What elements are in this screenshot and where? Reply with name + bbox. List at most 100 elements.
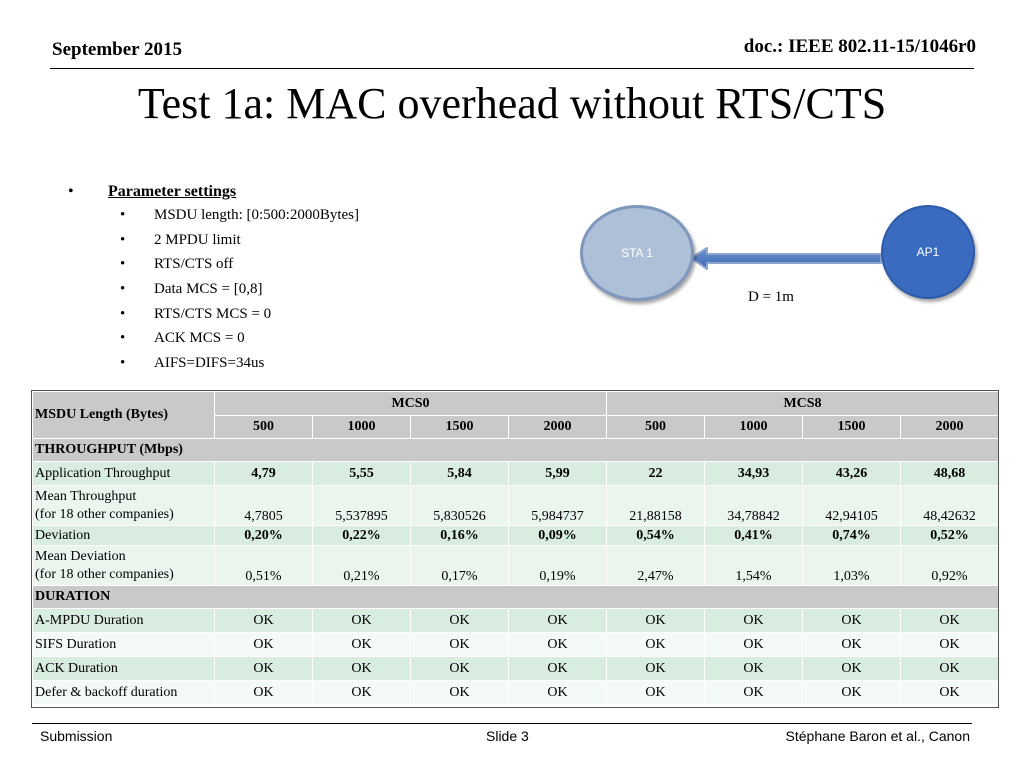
table-cell: 0,17%: [410, 545, 509, 586]
table-cell: OK: [606, 632, 705, 657]
table-cell: 0,54%: [606, 525, 705, 546]
ap-node: AP1: [881, 205, 975, 299]
length-header-cell: 500: [214, 415, 313, 439]
table-cell: 0,09%: [508, 525, 607, 546]
table-cell: OK: [508, 632, 607, 657]
sub-bullet-dot: •: [120, 256, 126, 273]
table-cell: 5,984737: [508, 485, 607, 526]
table-cell: 22: [606, 461, 705, 486]
bullet-item-text: MSDU length: [0:500:2000Bytes]: [154, 207, 359, 223]
table-cell: 42,94105: [802, 485, 901, 526]
footer-slide-number: Slide 3: [486, 728, 529, 744]
table-cell: OK: [214, 680, 313, 705]
table-cell: OK: [802, 656, 901, 681]
table-cell: OK: [704, 656, 803, 681]
mcs0-header: MCS0: [214, 391, 607, 416]
table-cell: OK: [312, 680, 411, 705]
duration-section-label: DURATION: [32, 585, 999, 609]
row-label: Mean Throughput (for 18 other companies): [32, 485, 215, 526]
header-doc-id: doc.: IEEE 802.11-15/1046r0: [743, 36, 976, 57]
sub-bullet-dot: •: [120, 281, 126, 298]
table-cell: 5,84: [410, 461, 509, 486]
sub-bullet-dot: •: [120, 207, 126, 223]
table-cell: OK: [508, 656, 607, 681]
bullet-item: • ACK MCS = 0: [68, 330, 359, 355]
table-cell: 5,55: [312, 461, 411, 486]
sta-node: STA 1: [580, 205, 694, 301]
slide-title: Test 1a: MAC overhead without RTS/CTS: [137, 79, 887, 128]
row-label-line: (for 18 other companies): [35, 506, 174, 522]
row-label: SIFS Duration: [32, 632, 215, 657]
row-label: Mean Deviation (for 18 other companies): [32, 545, 215, 586]
table-row-sifs-duration: SIFS Duration OK OK OK OK OK OK OK OK: [32, 632, 999, 657]
header-date: September 2015: [52, 39, 182, 60]
table-cell: 0,51%: [214, 545, 313, 586]
table-row-deviation: Deviation 0,20% 0,22% 0,16% 0,09% 0,54% …: [32, 525, 999, 546]
table-cell: OK: [214, 608, 313, 633]
table-row-mean-deviation: Mean Deviation (for 18 other companies) …: [32, 545, 999, 586]
sub-bullet-dot: •: [120, 355, 126, 372]
table-cell: OK: [900, 656, 999, 681]
table-cell: 1,03%: [802, 545, 901, 586]
msdu-length-header: MSDU Length (Bytes): [32, 391, 215, 439]
table-cell: OK: [312, 608, 411, 633]
table-cell: OK: [802, 680, 901, 705]
row-label-line: (for 18 other companies): [35, 566, 174, 582]
table-cell: 21,88158: [606, 485, 705, 526]
row-label: Application Throughput: [32, 461, 215, 486]
table-cell: OK: [900, 680, 999, 705]
row-label-line: Mean Throughput: [35, 488, 137, 504]
row-label: Defer & backoff duration: [32, 680, 215, 705]
bullet-item: • Data MCS = [0,8]: [68, 281, 359, 306]
table-cell: OK: [508, 680, 607, 705]
ap-label: AP1: [916, 245, 940, 259]
table-row-application-throughput: Application Throughput 4,79 5,55 5,84 5,…: [32, 461, 999, 486]
table-cell: OK: [606, 656, 705, 681]
bullet-item-text: Data MCS = [0,8]: [154, 281, 263, 298]
table-cell: 0,92%: [900, 545, 999, 586]
parameter-bullets: • Parameter settings • MSDU length: [0:50…: [68, 183, 359, 380]
table-cell: OK: [410, 656, 509, 681]
bullet-item: • RTS/CTS MCS = 0: [68, 306, 359, 331]
table-cell: OK: [802, 632, 901, 657]
length-header-cell: 1500: [410, 415, 509, 439]
length-header-cell: 1500: [802, 415, 901, 439]
table-cell: 5,537895: [312, 485, 411, 526]
table-row-ampdu-duration: A-MPDU Duration OK OK OK OK OK OK OK OK: [32, 608, 999, 633]
bullet-item-text: RTS/CTS MCS = 0: [154, 305, 272, 322]
row-label: ACK Duration: [32, 656, 215, 681]
length-header-cell: 2000: [508, 415, 607, 439]
table-cell: OK: [900, 608, 999, 633]
table-cell: 0,20%: [214, 525, 313, 546]
table-cell: 34,78842: [704, 485, 803, 526]
table-cell: 5,830526: [410, 485, 509, 526]
table-cell: OK: [312, 632, 411, 657]
row-label: A-MPDU Duration: [32, 608, 215, 633]
length-header-cell: 1000: [704, 415, 803, 439]
table-cell: OK: [900, 632, 999, 657]
table-cell: OK: [606, 680, 705, 705]
table-cell: 43,26: [802, 461, 901, 486]
bullet-item-text: RTS/CTS off: [154, 256, 234, 273]
table-cell: 0,74%: [802, 525, 901, 546]
table-cell: OK: [410, 680, 509, 705]
table-cell: OK: [704, 632, 803, 657]
bullet-item-text: ACK MCS = 0: [154, 330, 245, 347]
section-row-duration: DURATION: [32, 585, 999, 609]
header-divider: [50, 68, 974, 69]
results-table: MSDU Length (Bytes) MCS0 MCS8 500 1000 1…: [32, 391, 999, 705]
bullet-heading: • Parameter settings: [68, 183, 359, 207]
footer-author: Stéphane Baron et al., Canon: [785, 728, 970, 744]
table-cell: 0,41%: [704, 525, 803, 546]
table-cell: OK: [606, 608, 705, 633]
table-cell: 0,22%: [312, 525, 411, 546]
table-cell: OK: [704, 680, 803, 705]
table-cell: 34,93: [704, 461, 803, 486]
length-header-cell: 500: [606, 415, 705, 439]
bullet-item-text: 2 MPDU limit: [154, 231, 241, 248]
table-length-row: 500 1000 1500 2000 500 1000 1500 2000: [33, 415, 999, 439]
table-cell: 48,68: [900, 461, 999, 486]
sta-label: STA 1: [621, 246, 653, 260]
table-cell: 48,42632: [900, 485, 999, 526]
mcs8-header: MCS8: [606, 391, 999, 416]
